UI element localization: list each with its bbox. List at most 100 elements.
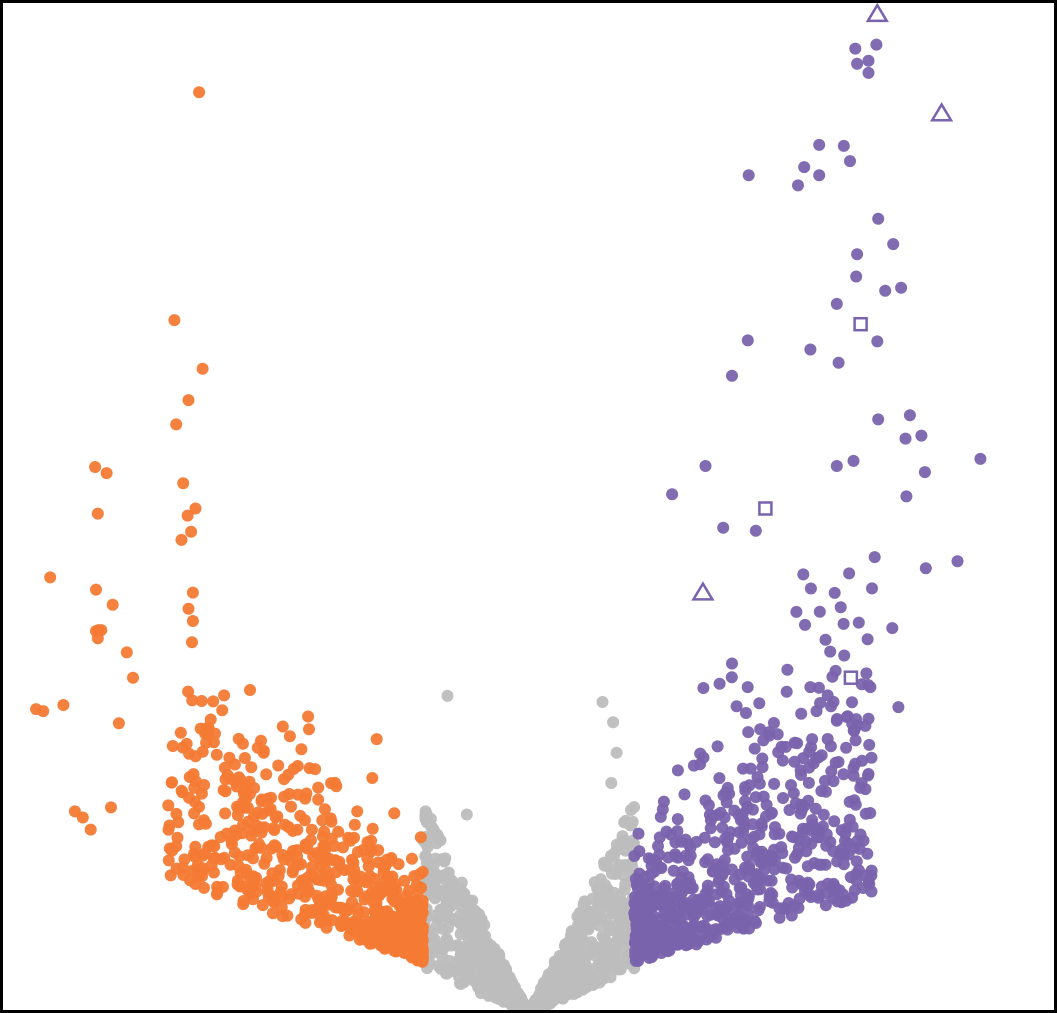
up-point	[660, 825, 673, 838]
up-point	[819, 774, 831, 787]
up-point	[741, 850, 754, 863]
down-point	[365, 834, 378, 847]
down-point	[218, 689, 231, 702]
up-point	[733, 868, 746, 881]
up-point	[765, 874, 778, 887]
series-2-point-37	[699, 460, 712, 472]
up-point	[819, 633, 832, 646]
neutral-point	[626, 815, 639, 828]
down-point	[266, 907, 279, 920]
down-point	[325, 832, 338, 845]
up-point	[806, 819, 819, 831]
down-point	[260, 851, 273, 864]
down-point	[199, 817, 212, 830]
up-point	[749, 791, 762, 804]
down-point	[256, 899, 269, 912]
up-point	[780, 862, 793, 875]
down-point	[188, 781, 201, 794]
down-point	[265, 842, 278, 855]
up-point	[789, 851, 801, 864]
neutral-point	[469, 905, 482, 918]
down-point	[300, 787, 313, 800]
series-0-point-3	[182, 394, 195, 407]
down-point	[333, 855, 346, 868]
down-point	[309, 763, 322, 776]
down-point	[268, 824, 281, 836]
up-point	[700, 894, 713, 907]
series-1-point-4	[610, 746, 623, 759]
up-point	[828, 586, 841, 599]
up-point	[839, 835, 851, 847]
series-2-point-35	[892, 701, 905, 714]
up-point	[824, 645, 837, 658]
up-point	[804, 582, 817, 595]
series-0-point-33	[127, 671, 139, 684]
up-point	[755, 820, 768, 833]
down-point	[406, 852, 418, 865]
down-point	[162, 799, 175, 812]
up-point	[837, 768, 850, 781]
neutral-point	[432, 959, 445, 972]
down-point	[207, 852, 220, 865]
neutral-point	[559, 944, 572, 957]
down-point	[223, 751, 236, 764]
neutral-point	[454, 977, 466, 990]
up-point	[753, 901, 766, 913]
highlighted-points	[30, 2, 987, 836]
neutral-point	[606, 867, 618, 880]
down-point	[236, 819, 249, 831]
series-0-point-5	[89, 461, 102, 473]
down-point	[165, 776, 178, 789]
up-point	[777, 792, 789, 804]
up-point	[741, 899, 754, 912]
series-1-point-5	[605, 777, 618, 789]
down-point	[172, 816, 185, 829]
down-point	[305, 861, 318, 873]
down-point	[210, 888, 223, 901]
down-point	[162, 854, 175, 867]
up-point	[819, 858, 832, 871]
up-point	[786, 830, 798, 843]
up-point	[689, 929, 702, 942]
up-point	[768, 777, 781, 790]
up-point	[740, 707, 752, 719]
up-point	[675, 886, 688, 899]
neutral-point	[487, 971, 500, 984]
up-point	[649, 937, 662, 950]
neutral-point	[462, 958, 475, 970]
series-0-point-32	[120, 646, 133, 659]
up-point	[821, 689, 834, 702]
up-point	[658, 908, 670, 920]
down-point	[379, 909, 392, 922]
up-point	[633, 941, 646, 954]
neutral-point	[547, 964, 560, 976]
up-point	[731, 921, 744, 934]
down-point	[219, 807, 232, 820]
down-point	[191, 859, 204, 872]
down-point	[345, 884, 358, 897]
series-0-point-4	[170, 418, 183, 431]
neutral-point	[548, 978, 561, 991]
up-point	[787, 787, 800, 800]
up-point	[862, 769, 874, 782]
down-point	[216, 704, 229, 717]
up-point	[792, 841, 805, 854]
down-point	[389, 878, 401, 891]
up-point	[820, 839, 833, 852]
up-point	[830, 714, 843, 727]
down-point	[401, 896, 414, 909]
up-point	[737, 814, 750, 827]
down-point	[325, 886, 338, 899]
series-1-point-0	[441, 689, 454, 702]
neutral-point	[433, 909, 446, 922]
down-point	[336, 916, 349, 929]
up-point	[767, 717, 780, 729]
up-point	[640, 892, 653, 904]
neutral-point	[604, 971, 617, 984]
up-point	[654, 861, 667, 874]
series-0-point-12	[175, 533, 188, 546]
series-2-point-25	[915, 429, 928, 442]
down-point	[364, 937, 376, 950]
up-point	[865, 864, 878, 877]
up-point	[753, 777, 766, 790]
